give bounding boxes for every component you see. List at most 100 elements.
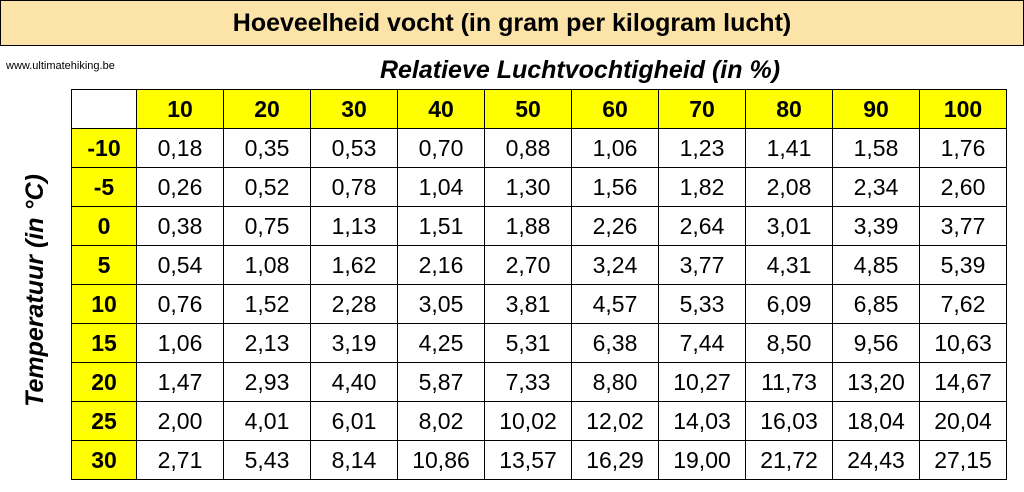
table-cell: 1,76 [919, 128, 1007, 168]
table-cell: 1,58 [832, 128, 920, 168]
table-cell: 14,03 [658, 401, 746, 441]
column-header: 20 [223, 89, 311, 129]
table-cell: 2,16 [397, 245, 485, 285]
table-cell: 0,78 [310, 167, 398, 207]
table-cell: 0,52 [223, 167, 311, 207]
source-label: www.ultimatehiking.be [6, 60, 115, 72]
table-cell: 0,70 [397, 128, 485, 168]
table-cell: 2,08 [745, 167, 833, 207]
table-cell: 14,67 [919, 362, 1007, 402]
table-cell: 4,57 [571, 284, 659, 324]
table-cell: 10,63 [919, 323, 1007, 363]
table-cell: 8,02 [397, 401, 485, 441]
table-cell: 1,13 [310, 206, 398, 246]
table-cell: 7,62 [919, 284, 1007, 324]
column-header: 70 [658, 89, 746, 129]
table-row: 0 0,38 0,75 1,13 1,51 1,88 2,26 2,64 3,01 3,39 3,7… [71, 206, 1007, 246]
table-row: -10 0,18 0,35 0,53 0,70 0,88 1,06 1,23 1,41 1,58 1… [71, 128, 1007, 168]
table-cell: 13,20 [832, 362, 920, 402]
table-cell: 16,03 [745, 401, 833, 441]
table-row: 20 1,47 2,93 4,40 5,87 7,33 8,80 10,27 11,73 13,2… [71, 362, 1007, 402]
table-cell: 10,27 [658, 362, 746, 402]
table-cell: 8,14 [310, 440, 398, 480]
table-cell: 16,29 [571, 440, 659, 480]
table-cell: 3,24 [571, 245, 659, 285]
row-header: -5 [71, 167, 137, 207]
table-cell: 27,15 [919, 440, 1007, 480]
table-cell: 11,73 [745, 362, 833, 402]
table-cell: 5,87 [397, 362, 485, 402]
table-cell: 4,01 [223, 401, 311, 441]
table-cell: 2,64 [658, 206, 746, 246]
table-cell: 0,18 [136, 128, 224, 168]
row-header: 20 [71, 362, 137, 402]
corner-cell [71, 89, 137, 129]
table-cell: 8,80 [571, 362, 659, 402]
table-cell: 2,13 [223, 323, 311, 363]
table-cell: 5,39 [919, 245, 1007, 285]
table-cell: 3,39 [832, 206, 920, 246]
row-axis-label: Temperatuur (in °C) [20, 173, 49, 407]
table-cell: 1,06 [136, 323, 224, 363]
table-title: Hoeveelheid vocht (in gram per kilogram … [0, 0, 1024, 46]
table-cell: 0,54 [136, 245, 224, 285]
table-cell: 5,33 [658, 284, 746, 324]
table-cell: 3,01 [745, 206, 833, 246]
table-cell: 1,23 [658, 128, 746, 168]
table-cell: 2,60 [919, 167, 1007, 207]
column-header: 100 [919, 89, 1007, 129]
table-cell: 2,34 [832, 167, 920, 207]
column-header: 80 [745, 89, 833, 129]
row-header: 5 [71, 245, 137, 285]
row-header: 30 [71, 440, 137, 480]
table-cell: 0,35 [223, 128, 311, 168]
table-cell: 0,53 [310, 128, 398, 168]
column-header: 90 [832, 89, 920, 129]
column-header: 10 [136, 89, 224, 129]
table-cell: 1,08 [223, 245, 311, 285]
column-axis-label: Relatieve Luchtvochtigheid (in %) [379, 55, 781, 84]
row-header: 15 [71, 323, 137, 363]
column-header: 30 [310, 89, 398, 129]
table-cell: 7,33 [484, 362, 572, 402]
table-cell: 12,02 [571, 401, 659, 441]
table-cell: 6,01 [310, 401, 398, 441]
table-cell: 10,86 [397, 440, 485, 480]
table-cell: 5,43 [223, 440, 311, 480]
table-cell: 1,88 [484, 206, 572, 246]
table-cell: 18,04 [832, 401, 920, 441]
row-header: -10 [71, 128, 137, 168]
table-cell: 1,06 [571, 128, 659, 168]
table-cell: 20,04 [919, 401, 1007, 441]
table-cell: 2,93 [223, 362, 311, 402]
table-cell: 1,56 [571, 167, 659, 207]
table-cell: 6,38 [571, 323, 659, 363]
table-cell: 3,77 [919, 206, 1007, 246]
table-cell: 3,19 [310, 323, 398, 363]
table-cell: 6,09 [745, 284, 833, 324]
row-axis-label-wrapper: Temperatuur (in °C) [0, 90, 70, 490]
column-header: 60 [571, 89, 659, 129]
table-cell: 1,82 [658, 167, 746, 207]
table-row: 10 0,76 1,52 2,28 3,05 3,81 4,57 5,33 6,09 6,85 7,… [71, 284, 1007, 324]
table-cell: 1,51 [397, 206, 485, 246]
table-cell: 9,56 [832, 323, 920, 363]
table-cell: 1,04 [397, 167, 485, 207]
table-row: -5 0,26 0,52 0,78 1,04 1,30 1,56 1,82 2,08 2,34 2,… [71, 167, 1007, 207]
table-row: 30 2,71 5,43 8,14 10,86 13,57 16,29 19,00 21,72 2… [71, 440, 1007, 480]
table-cell: 2,00 [136, 401, 224, 441]
table-cell: 0,88 [484, 128, 572, 168]
table-cell: 7,44 [658, 323, 746, 363]
table-cell: 1,62 [310, 245, 398, 285]
table-cell: 3,81 [484, 284, 572, 324]
table-cell: 3,77 [658, 245, 746, 285]
table-cell: 1,41 [745, 128, 833, 168]
table-cell: 10,02 [484, 401, 572, 441]
table-cell: 1,52 [223, 284, 311, 324]
table-cell: 3,05 [397, 284, 485, 324]
row-header: 10 [71, 284, 137, 324]
table-cell: 8,50 [745, 323, 833, 363]
table-row: 15 1,06 2,13 3,19 4,25 5,31 6,38 7,44 8,50 9,56 10… [71, 323, 1007, 363]
table-row: 5 0,54 1,08 1,62 2,16 2,70 3,24 3,77 4,31 4,85 5,3… [71, 245, 1007, 285]
table-cell: 21,72 [745, 440, 833, 480]
